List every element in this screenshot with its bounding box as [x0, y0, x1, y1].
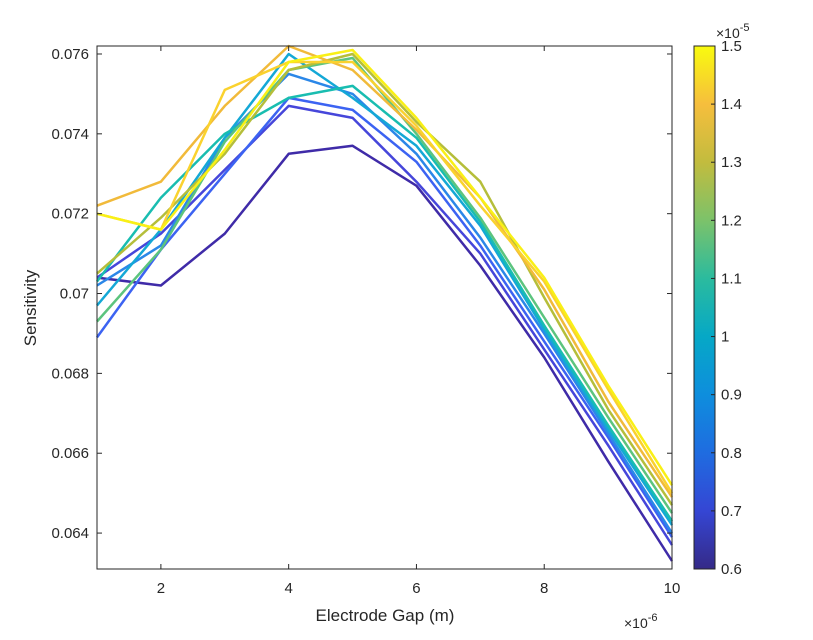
x-tick-label: 6 [412, 580, 420, 597]
plot-frame [96, 45, 673, 570]
colorbar [693, 45, 716, 570]
series-line-7 [96, 56, 674, 514]
colorbar-tick-label: 1.1 [721, 270, 742, 287]
series-line-8 [96, 52, 674, 506]
colorbar-tick-label: 0.9 [721, 387, 742, 404]
y-tick-label: 0.074 [51, 126, 89, 143]
y-axis: 0.064 0.066 0.068 0.07 0.072 0.074 0.076 [51, 46, 672, 542]
series-line-1 [96, 144, 674, 562]
x-axis-title: Electrode Gap (m) [316, 606, 455, 625]
y-tick-label: 0.064 [51, 525, 89, 542]
series-line-4 [96, 72, 674, 534]
colorbar-tick-label: 0.6 [721, 561, 742, 578]
series-line-3 [95, 96, 674, 538]
y-axis-title: Sensitivity [21, 269, 40, 346]
x-exponent-label: ×10-6 [624, 612, 658, 631]
colorbar-axis: 0.6 0.7 0.8 0.9 1 1.1 1.2 1.3 1.4 1.5 [711, 38, 742, 578]
x-tick-label: 10 [664, 580, 681, 597]
colorbar-tick-label: 1 [721, 329, 729, 346]
y-tick-label: 0.066 [51, 445, 89, 462]
series-layer [95, 44, 674, 562]
colorbar-tick-label: 1.3 [721, 154, 742, 171]
colorbar-tick-label: 0.8 [721, 445, 742, 462]
series-line-10 [96, 60, 674, 494]
x-tick-label: 2 [157, 580, 165, 597]
y-tick-label: 0.068 [51, 365, 89, 382]
colorbar-tick-label: 1.4 [721, 96, 742, 113]
y-tick-label: 0.072 [51, 206, 89, 223]
series-line-5 [96, 52, 674, 526]
y-tick-label: 0.076 [51, 46, 89, 63]
series-line-9 [96, 44, 674, 498]
colorbar-tick-label: 1.5 [721, 38, 742, 55]
colorbar-tick-label: 1.2 [721, 212, 742, 229]
plot-area [97, 46, 672, 569]
series-line-11 [96, 48, 674, 486]
series-line-6 [96, 84, 674, 522]
x-tick-label: 4 [284, 580, 292, 597]
y-tick-label: 0.07 [60, 286, 89, 303]
x-axis: 2 4 6 8 10 [157, 46, 681, 597]
x-tick-label: 8 [540, 580, 548, 597]
colorbar-tick-label: 0.7 [721, 503, 742, 520]
colorbar-exponent-label: ×10-5 [716, 22, 750, 41]
series-line-2 [96, 104, 674, 546]
